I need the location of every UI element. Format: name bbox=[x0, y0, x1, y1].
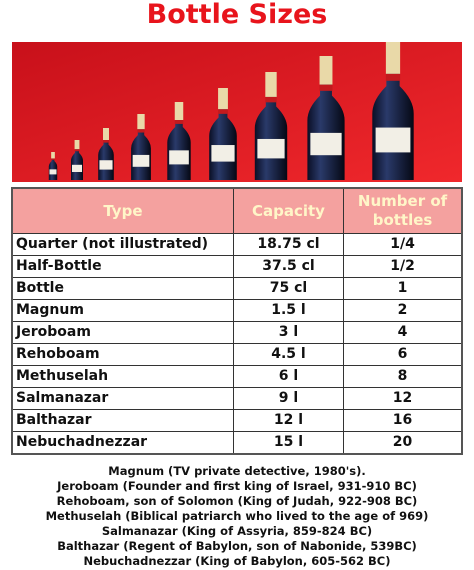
table-cell: 16 bbox=[343, 409, 463, 432]
bottle-foil bbox=[51, 152, 55, 159]
table-cell: Salmanazar bbox=[11, 387, 234, 410]
table-cell: 8 bbox=[343, 365, 463, 388]
bottle-foil bbox=[319, 56, 333, 85]
bottle-label bbox=[310, 132, 342, 156]
note-line: Salmanazar (King of Assyria, 859-824 BC) bbox=[101, 524, 373, 538]
bottle-neck-band bbox=[319, 84, 333, 91]
table-cell: 37.5 cl bbox=[232, 255, 345, 278]
table-cell: 12 l bbox=[232, 409, 345, 432]
table-row: Salmanazar 9 l 12 bbox=[11, 387, 463, 410]
bottles bbox=[48, 42, 414, 180]
table-cell: 6 bbox=[343, 343, 463, 366]
table-cell: 15 l bbox=[232, 431, 345, 455]
note-line: Magnum (TV private detective, 1980's). bbox=[108, 464, 366, 478]
table-cell: 1 bbox=[343, 277, 463, 300]
bottle-neck-band bbox=[265, 96, 277, 103]
table-cell: 3 l bbox=[232, 321, 345, 344]
bottle-neck-band bbox=[51, 158, 55, 160]
table-cell: Jeroboam bbox=[11, 321, 234, 344]
table-cell: 18.75 cl bbox=[232, 233, 345, 256]
bottle-neck-band bbox=[218, 109, 228, 114]
note-line: Jeroboam (Founder and first king of Isra… bbox=[57, 479, 417, 493]
column-header: Type bbox=[11, 187, 234, 234]
table-cell: 4.5 l bbox=[232, 343, 345, 366]
bottle-foil bbox=[218, 88, 228, 110]
table-cell: 4 bbox=[343, 321, 463, 344]
bottle-label bbox=[169, 150, 189, 165]
bottle-label bbox=[49, 169, 57, 175]
table-cell: Magnum bbox=[11, 299, 234, 322]
table-row: Half-Bottle 37.5 cl 1/2 bbox=[11, 255, 463, 278]
bottle-label bbox=[71, 164, 83, 172]
table-row: Nebuchadnezzar 15 l 20 bbox=[11, 431, 463, 455]
table-row: Bottle 75 cl 1 bbox=[11, 277, 463, 300]
table-cell: 1/4 bbox=[343, 233, 463, 256]
table-cell: 75 cl bbox=[232, 277, 345, 300]
table-row: Balthazar 12 l 16 bbox=[11, 409, 463, 432]
table-cell: 9 l bbox=[232, 387, 345, 410]
table-cell: 12 bbox=[343, 387, 463, 410]
bottle-neck-band bbox=[137, 129, 145, 133]
bottle-label bbox=[375, 127, 411, 153]
table-cell: Nebuchadnezzar bbox=[11, 431, 234, 455]
table-cell: Methuselah bbox=[11, 365, 234, 388]
bottle-label bbox=[257, 138, 285, 159]
table-cell: Balthazar bbox=[11, 409, 234, 432]
bottle-foil bbox=[174, 102, 184, 121]
table-cell: 1.5 l bbox=[232, 299, 345, 322]
bottle-neck-band bbox=[103, 140, 109, 143]
note-line: Methuselah (Biblical patriarch who lived… bbox=[45, 509, 429, 523]
bottle-foil bbox=[265, 72, 277, 97]
note-line: Balthazar (Regent of Babylon, son of Nab… bbox=[57, 539, 417, 553]
bottles-banner bbox=[12, 42, 462, 182]
bottle-label bbox=[211, 145, 235, 162]
bottle-neck-band bbox=[174, 120, 184, 124]
table-cell: Rehoboam bbox=[11, 343, 234, 366]
table-cell: 2 bbox=[343, 299, 463, 322]
note-line: Nebuchadnezzar (King of Babylon, 605-562… bbox=[83, 554, 391, 568]
bottle-table: Type Capacity Number of bottles Quarter (n… bbox=[11, 187, 463, 455]
table-cell: 20 bbox=[343, 431, 463, 455]
bottle-foil bbox=[137, 114, 145, 130]
note-line: Rehoboam, son of Solomon (King of Judah,… bbox=[56, 494, 418, 508]
table-cell: Quarter (not illustrated) bbox=[11, 233, 234, 256]
bottle-label bbox=[99, 160, 113, 170]
table-cell: Half-Bottle bbox=[11, 255, 234, 278]
table-cell: 1/2 bbox=[343, 255, 463, 278]
table-cell: Bottle bbox=[11, 277, 234, 300]
column-header: Capacity bbox=[232, 187, 345, 234]
bottle-foil bbox=[74, 140, 80, 150]
bottle-foil bbox=[103, 128, 109, 141]
column-header: Number of bottles bbox=[343, 187, 463, 234]
table-row: Quarter (not illustrated) 18.75 cl 1/4 bbox=[11, 233, 463, 256]
bottle-label bbox=[132, 154, 150, 167]
notes: Magnum (TV private detective, 1980's). Je… bbox=[0, 464, 474, 569]
bottle-neck-band bbox=[385, 73, 401, 81]
header-row: Type Capacity Number of bottles bbox=[11, 187, 463, 234]
table-body: Quarter (not illustrated) 18.75 cl 1/4 Half… bbox=[11, 233, 463, 455]
bottle-foil bbox=[385, 42, 401, 74]
page-title: Bottle Sizes bbox=[146, 0, 328, 30]
table-cell: 6 l bbox=[232, 365, 345, 388]
bottle-neck-band bbox=[74, 149, 80, 152]
